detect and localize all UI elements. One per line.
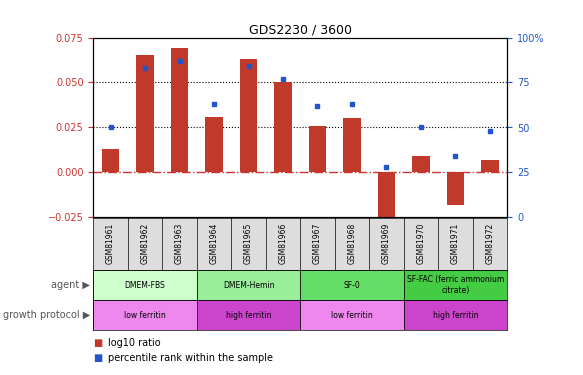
Bar [403,300,507,330]
Title: GDS2230 / 3600: GDS2230 / 3600 [249,23,352,36]
Bar [343,118,361,172]
Bar [196,300,300,330]
Text: GSM81966: GSM81966 [279,223,287,264]
Text: GSM81967: GSM81967 [313,223,322,264]
Bar [93,270,196,300]
Text: DMEM-Hemin: DMEM-Hemin [223,280,274,290]
Text: percentile rank within the sample: percentile rank within the sample [108,353,273,363]
Text: low ferritin: low ferritin [124,310,166,320]
Text: GSM81963: GSM81963 [175,223,184,264]
Text: high ferritin: high ferritin [433,310,478,320]
Text: growth protocol ▶: growth protocol ▶ [3,310,90,320]
Bar [403,270,507,300]
Bar [309,126,326,172]
Bar [275,82,292,172]
Text: GSM81971: GSM81971 [451,223,460,264]
Bar [136,56,154,172]
Bar [378,172,395,226]
Text: GSM81961: GSM81961 [106,223,115,264]
Text: low ferritin: low ferritin [331,310,373,320]
Text: agent ▶: agent ▶ [51,280,90,290]
Bar [196,270,300,300]
Bar [300,300,403,330]
Text: GSM81969: GSM81969 [382,223,391,264]
Text: GSM81968: GSM81968 [347,223,356,264]
Bar [102,149,119,172]
Bar [300,270,403,300]
Text: GSM81972: GSM81972 [486,223,494,264]
Text: ■: ■ [93,353,103,363]
Bar [171,48,188,172]
Text: GSM81962: GSM81962 [141,223,149,264]
Text: GSM81965: GSM81965 [244,223,253,264]
Text: ■: ■ [93,338,103,348]
Text: GSM81964: GSM81964 [209,223,219,264]
Bar [205,117,223,172]
Bar [93,300,196,330]
Text: high ferritin: high ferritin [226,310,271,320]
Text: log10 ratio: log10 ratio [108,338,160,348]
Bar [412,156,430,172]
Bar [447,172,464,205]
Text: GSM81970: GSM81970 [416,223,426,264]
Text: SF-0: SF-0 [343,280,360,290]
Bar [240,59,257,172]
Text: DMEM-FBS: DMEM-FBS [125,280,166,290]
Text: SF-FAC (ferric ammonium
citrate): SF-FAC (ferric ammonium citrate) [407,275,504,295]
Bar [482,160,498,172]
